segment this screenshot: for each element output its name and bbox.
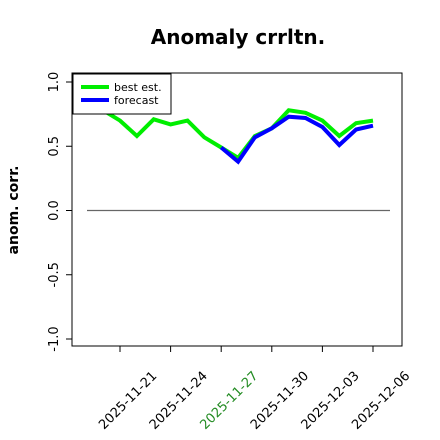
series-line-forecast	[219, 114, 374, 165]
plot-layer: -1.0-0.50.00.51.02025-11-212025-11-24202…	[47, 72, 413, 433]
legend-box	[72, 73, 172, 115]
chart-title: Anomaly crrltn.	[151, 25, 325, 49]
y-tick-label: 1.0	[47, 72, 62, 93]
y-axis-label: anom. corr.	[6, 166, 22, 255]
y-tick-label: -0.5	[47, 262, 62, 287]
legend-label: forecast	[114, 94, 159, 107]
legend-label: best est.	[114, 81, 162, 94]
y-tick-label: -1.0	[47, 326, 62, 351]
plot-frame	[71, 72, 403, 347]
y-tick-label: 0.5	[47, 136, 62, 157]
y-tick-label: 0.0	[47, 200, 62, 221]
legend: best est.forecast	[72, 73, 172, 115]
